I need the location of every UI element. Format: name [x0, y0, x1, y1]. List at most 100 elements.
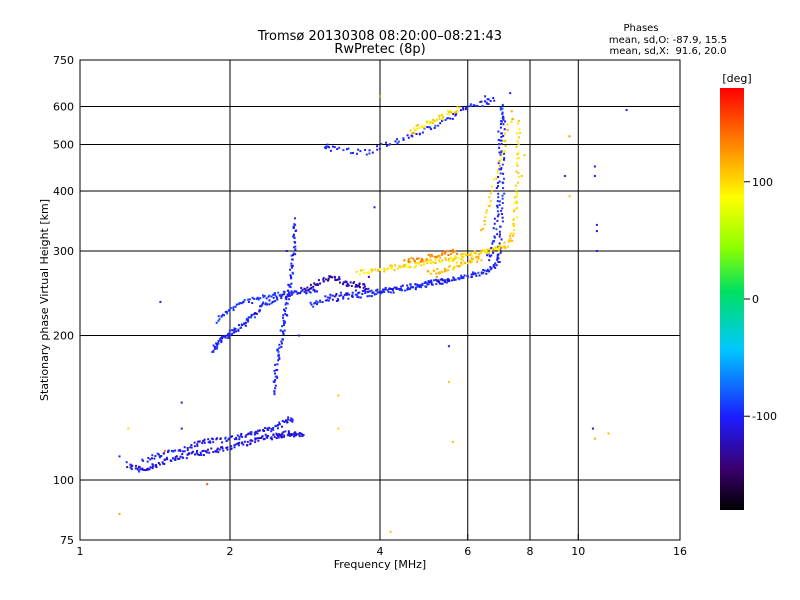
trace-point: [294, 248, 297, 251]
trace-point: [448, 279, 450, 282]
trace-point: [391, 264, 393, 267]
trace-point: [334, 294, 337, 297]
legend-title: Phases: [623, 23, 658, 34]
trace-point: [259, 437, 261, 439]
trace-point: [447, 254, 450, 256]
trace-point: [326, 296, 329, 299]
trace-point: [240, 442, 243, 445]
trace-point: [516, 157, 519, 160]
trace-point: [212, 441, 215, 444]
trace-point: [299, 292, 302, 295]
trace-point: [501, 163, 504, 166]
trace-point: [457, 257, 460, 260]
trace-point: [396, 142, 399, 145]
trace-point: [324, 146, 326, 149]
trace-point: [272, 293, 275, 296]
trace-point: [372, 291, 375, 294]
trace-point: [437, 124, 440, 127]
trace-point: [507, 239, 510, 242]
trace-point: [517, 172, 520, 174]
trace-point: [425, 121, 428, 124]
trace-point: [509, 239, 512, 242]
trace-point: [278, 357, 281, 360]
trace-point: [291, 258, 294, 261]
trace-point: [238, 441, 241, 444]
trace-point: [256, 296, 259, 299]
trace-point: [229, 448, 232, 451]
trace-point: [489, 266, 492, 268]
trace-point: [470, 275, 473, 278]
trace-point: [280, 345, 283, 348]
trace-point: [271, 438, 273, 441]
trace-point: [272, 427, 275, 429]
trace-point: [409, 266, 412, 269]
trace-point: [430, 279, 433, 282]
trace-point: [275, 424, 278, 427]
trace-point: [342, 281, 345, 284]
trace-point: [312, 288, 315, 291]
trace-point: [224, 334, 227, 337]
trace-point: [515, 195, 518, 198]
trace-point: [502, 134, 505, 137]
trace-point: [498, 249, 500, 252]
trace-point: [218, 318, 221, 321]
trace-point: [174, 449, 177, 452]
trace-point: [316, 283, 318, 286]
trace-point: [452, 268, 455, 271]
trace-point: [472, 104, 475, 107]
trace-point: [452, 113, 455, 115]
trace-point: [517, 181, 519, 184]
trace-point: [226, 448, 229, 451]
trace-point: [499, 123, 502, 125]
trace-point: [460, 261, 463, 264]
trace-point: [310, 303, 313, 306]
trace-point: [421, 282, 424, 285]
trace-point: [276, 297, 279, 300]
trace-point: [329, 293, 332, 296]
trace-point: [404, 289, 407, 292]
trace-point: [359, 296, 362, 299]
trace-point: [236, 434, 239, 437]
trace-point: [215, 342, 218, 345]
trace-point: [241, 435, 244, 438]
trace-point: [453, 279, 456, 281]
trace-point: [497, 213, 500, 216]
trace-point: [446, 249, 449, 252]
trace-point: [190, 444, 193, 447]
trace-point: [401, 284, 404, 287]
trace-point: [314, 301, 317, 304]
trace-point: [284, 320, 286, 323]
trace-point: [498, 200, 501, 203]
scatter-point: [451, 441, 454, 443]
trace-point: [417, 284, 420, 287]
trace-point: [516, 122, 519, 125]
trace-point: [222, 449, 225, 452]
trace-point: [472, 271, 474, 274]
trace-point: [490, 247, 493, 250]
trace-point: [498, 242, 501, 245]
trace-point: [515, 200, 518, 203]
trace-point: [368, 149, 371, 152]
trace-point: [496, 206, 499, 209]
trace-point: [503, 192, 506, 195]
trace-point: [488, 259, 491, 262]
trace-point: [247, 316, 250, 319]
trace-point: [422, 263, 425, 266]
trace-point: [377, 269, 380, 272]
trace-point: [147, 456, 150, 459]
trace-point: [207, 441, 210, 444]
trace-point: [398, 288, 400, 290]
trace-point: [292, 225, 295, 228]
trace-point: [447, 257, 450, 260]
trace-point: [280, 297, 283, 300]
trace-point: [498, 235, 501, 238]
scatter-point: [337, 394, 340, 397]
trace-point: [445, 269, 448, 271]
trace-point: [450, 253, 452, 255]
trace-point: [201, 442, 204, 445]
trace-point: [188, 452, 190, 455]
colorbar: [deg] 100 0 -100: [720, 72, 777, 510]
trace-point: [332, 145, 334, 148]
trace-point: [439, 122, 442, 125]
trace-point: [387, 290, 390, 293]
